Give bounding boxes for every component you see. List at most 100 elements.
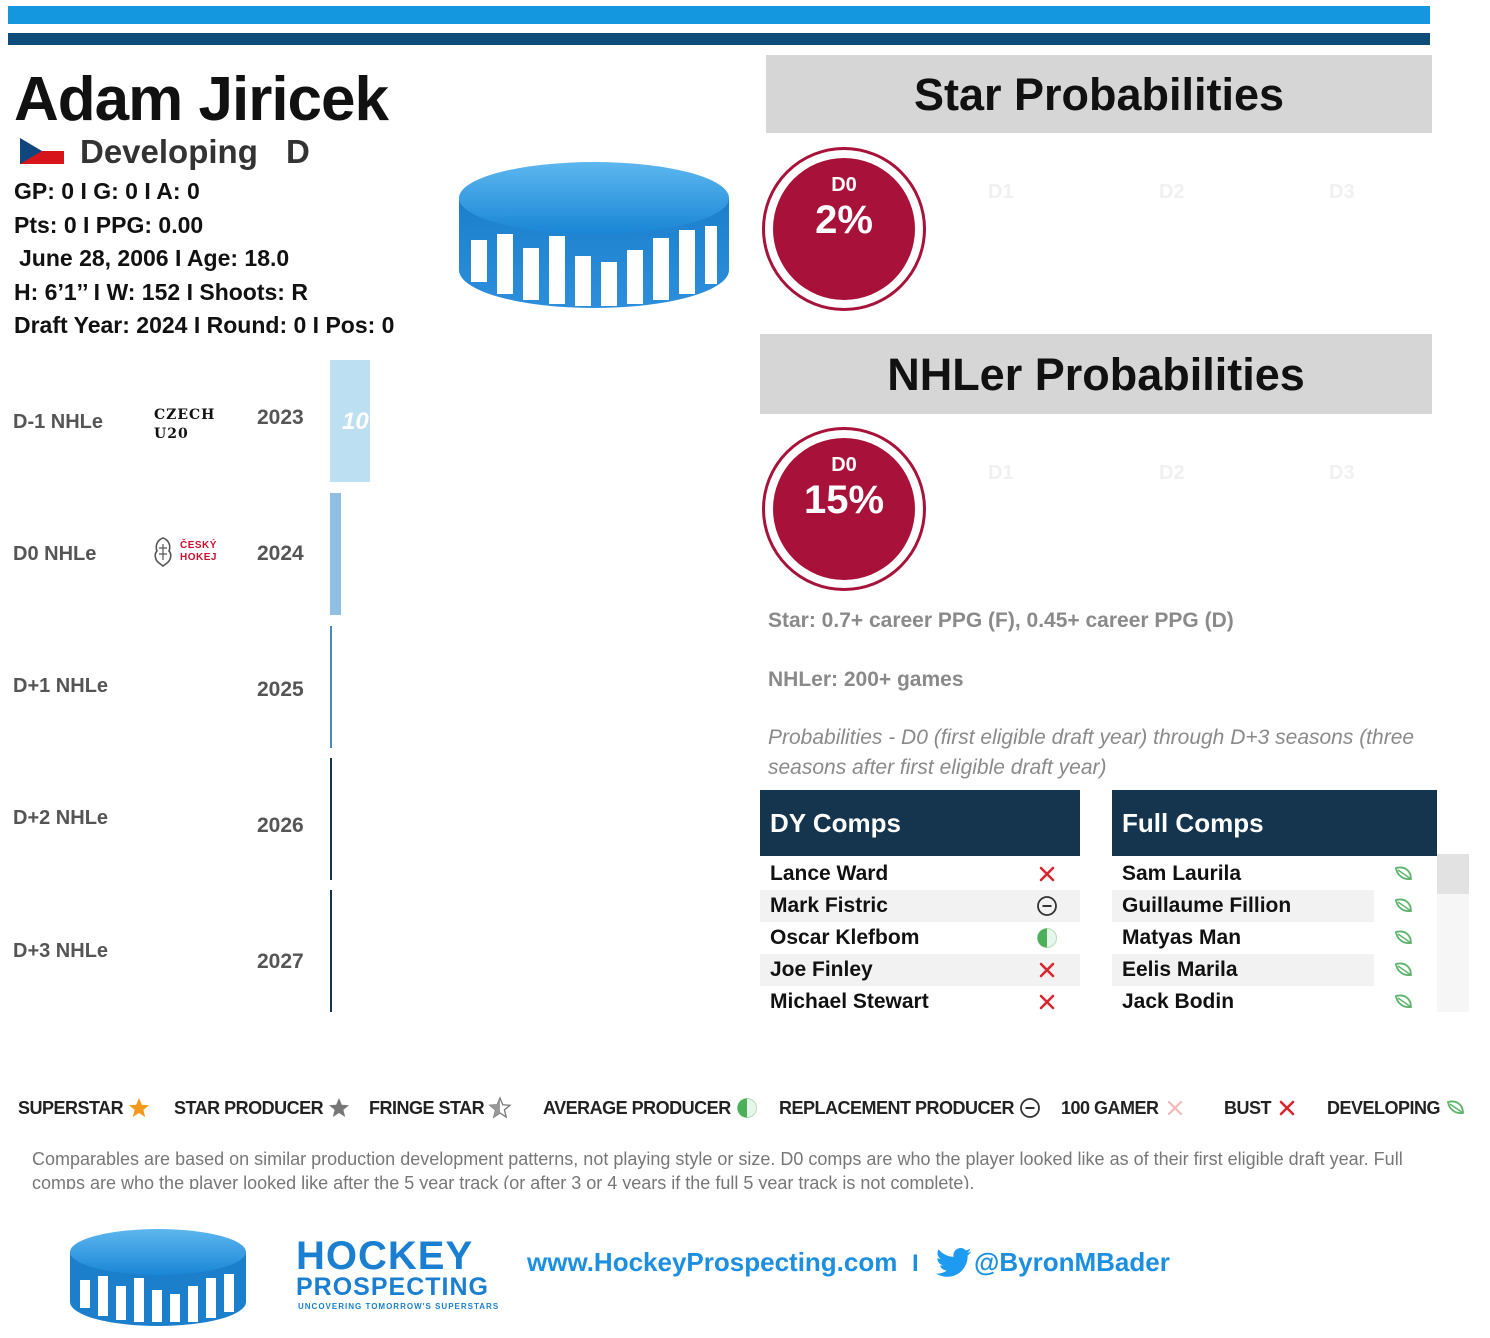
legend-developing: DEVELOPING: [1327, 1096, 1468, 1120]
developing-icon: [1395, 866, 1412, 881]
nhler-prob-ghost-d3: D3: [1329, 462, 1355, 484]
comp-player-name: Jack Bodin: [1122, 990, 1235, 1013]
stats-line-1: GP: 0 I G: 0 I A: 0: [14, 178, 200, 204]
timeline-bar: [330, 890, 332, 1012]
star-prob-ghost-d1: D1: [988, 181, 1014, 203]
stats-line-2: Pts: 0 I PPG: 0.00: [14, 212, 204, 238]
comp-player-name: Eelis Marila: [1122, 958, 1238, 981]
comp-player-name: Oscar Klefbom: [770, 926, 920, 949]
player-name: Adam Jiricek: [14, 65, 389, 134]
nhler-prob-header: NHLer Probabilities: [760, 334, 1432, 414]
twitter-handle-link[interactable]: @ByronMBader: [974, 1247, 1170, 1277]
table-row: Sam Laurila: [1112, 858, 1412, 890]
brand-tagline: UNCOVERING TOMORROW'S SUPERSTARS: [298, 1302, 500, 1311]
timeline-year-2027: 2027: [257, 950, 304, 973]
average-producer-icon: [736, 1098, 757, 1118]
legend-label: AVERAGE PRODUCER: [543, 1097, 731, 1118]
timeline-bar: 10: [330, 360, 370, 482]
legend-star-producer: STAR PRODUCER: [174, 1096, 351, 1120]
table-row: Joe Finley: [760, 954, 1080, 986]
bust-icon: [1039, 962, 1055, 978]
dy-comps-table: DY Comps Lance Ward Mark Fistric Oscar K…: [760, 790, 1080, 1018]
comp-player-name: Sam Laurila: [1122, 862, 1242, 885]
comp-player-name: Michael Stewart: [770, 990, 929, 1013]
star-prob-d-label: D0: [831, 174, 857, 196]
dy-comps-header: DY Comps: [760, 790, 1080, 856]
star-prob-value: 2%: [815, 198, 873, 242]
bust-icon: [1039, 866, 1055, 882]
replacement-producer-icon: [1020, 1098, 1041, 1118]
timeline-label-d-minus-1: D-1 NHLe: [13, 411, 104, 433]
bust-icon: [1279, 1100, 1295, 1116]
comp-player-name: Lance Ward: [770, 862, 889, 885]
average-producer-icon: [1037, 928, 1057, 948]
dob-age: June 28, 2006 I Age: 18.0: [19, 245, 290, 271]
comp-player-name: Guillaume Fillion: [1122, 894, 1292, 917]
developing-icon: [1395, 962, 1412, 977]
timeline-bar: [330, 758, 332, 880]
twitter-icon[interactable]: [936, 1248, 972, 1278]
legend-label: DEVELOPING: [1327, 1097, 1441, 1118]
legend-label: FRINGE STAR: [369, 1097, 485, 1118]
nhler-prob-circle: D0 15%: [762, 427, 926, 591]
comps-scrollbar-track[interactable]: [1437, 894, 1469, 1012]
team-logo-cesky-hokej: ČESKÝ HOKEJ: [150, 536, 224, 568]
czech-flag-icon: [20, 138, 64, 164]
timeline-label-d-plus-2: D+2 NHLe: [13, 807, 109, 829]
player-position: D: [286, 133, 310, 170]
footer-separator: I: [912, 1250, 919, 1277]
player-status: Developing: [80, 133, 258, 170]
legend-replacement-producer: REPLACEMENT PRODUCER: [779, 1096, 1042, 1120]
brand-name-line-2: PROSPECTING: [296, 1273, 489, 1301]
brand-name-line-1: HOCKEY: [296, 1234, 474, 1278]
nhler-prob-value: 15%: [803, 478, 885, 522]
top-navy-bar: [8, 33, 1430, 45]
full-comps-header: Full Comps: [1112, 790, 1437, 856]
legend-average-producer: AVERAGE PRODUCER: [543, 1096, 759, 1120]
nhler-definition: NHLer: 200+ games: [768, 668, 964, 691]
100-gamer-icon: [1167, 1100, 1182, 1116]
legend-label: SUPERSTAR: [18, 1097, 124, 1118]
team-logo-text: ČESKÝ HOKEJ: [180, 540, 217, 563]
team-logo-czech-u20: CZECH U20: [154, 407, 216, 442]
nhler-prob-d-label: D0: [831, 454, 857, 476]
fringe-star-icon: [489, 1097, 511, 1118]
timeline-bar-value: 10: [342, 408, 369, 435]
table-row: Lance Ward: [760, 858, 1080, 890]
comp-player-name: Mark Fistric: [770, 894, 888, 917]
legend-label: REPLACEMENT PRODUCER: [779, 1097, 1015, 1118]
table-row: Oscar Klefbom: [760, 922, 1080, 954]
developing-icon: [1447, 1100, 1464, 1115]
puck-logo-icon: [459, 162, 729, 308]
comps-disclaimer: Comparables are based on similar product…: [32, 1149, 1403, 1189]
czech-lion-icon: [154, 537, 172, 567]
star-prob-circle: D0 2%: [762, 147, 926, 311]
comps-scrollbar[interactable]: [1437, 854, 1469, 894]
table-row: Mark Fistric: [760, 890, 1080, 922]
legend-label: 100 GAMER: [1061, 1097, 1159, 1118]
timeline-label-d-plus-1: D+1 NHLe: [13, 675, 109, 697]
legend-100-gamer: 100 GAMER: [1061, 1096, 1187, 1120]
legend-fringe-star: FRINGE STAR: [369, 1096, 512, 1120]
legend-bust: BUST: [1224, 1096, 1299, 1120]
star-producer-icon: [329, 1098, 350, 1117]
draft-info: Draft Year: 2024 I Round: 0 I Pos: 0: [14, 312, 395, 338]
superstar-icon: [129, 1098, 150, 1117]
table-row: Matyas Man: [1112, 922, 1412, 954]
star-definition: Star: 0.7+ career PPG (F), 0.45+ career …: [768, 609, 1234, 632]
comp-player-name: Matyas Man: [1122, 926, 1242, 949]
timeline-bar: [330, 626, 332, 748]
table-row: Guillaume Fillion: [1112, 890, 1412, 922]
website-link[interactable]: www.HockeyProspecting.com: [527, 1247, 898, 1277]
timeline-year-2024: 2024: [257, 542, 304, 565]
replacement-producer-icon: [1037, 896, 1057, 916]
timeline-label-d0: D0 NHLe: [13, 543, 97, 565]
top-accent-bar: [8, 6, 1430, 24]
footer-puck-logo-icon: [70, 1229, 246, 1326]
timeline-label-d-plus-3: D+3 NHLe: [13, 940, 109, 962]
timeline-year-2026: 2026: [257, 814, 304, 837]
physical-info: H: 6’1’’ I W: 152 I Shoots: R: [14, 279, 308, 305]
table-row: Eelis Marila: [1112, 954, 1412, 986]
star-prob-ghost-d3: D3: [1329, 181, 1355, 203]
nhler-prob-ghost-d2: D2: [1159, 462, 1185, 484]
